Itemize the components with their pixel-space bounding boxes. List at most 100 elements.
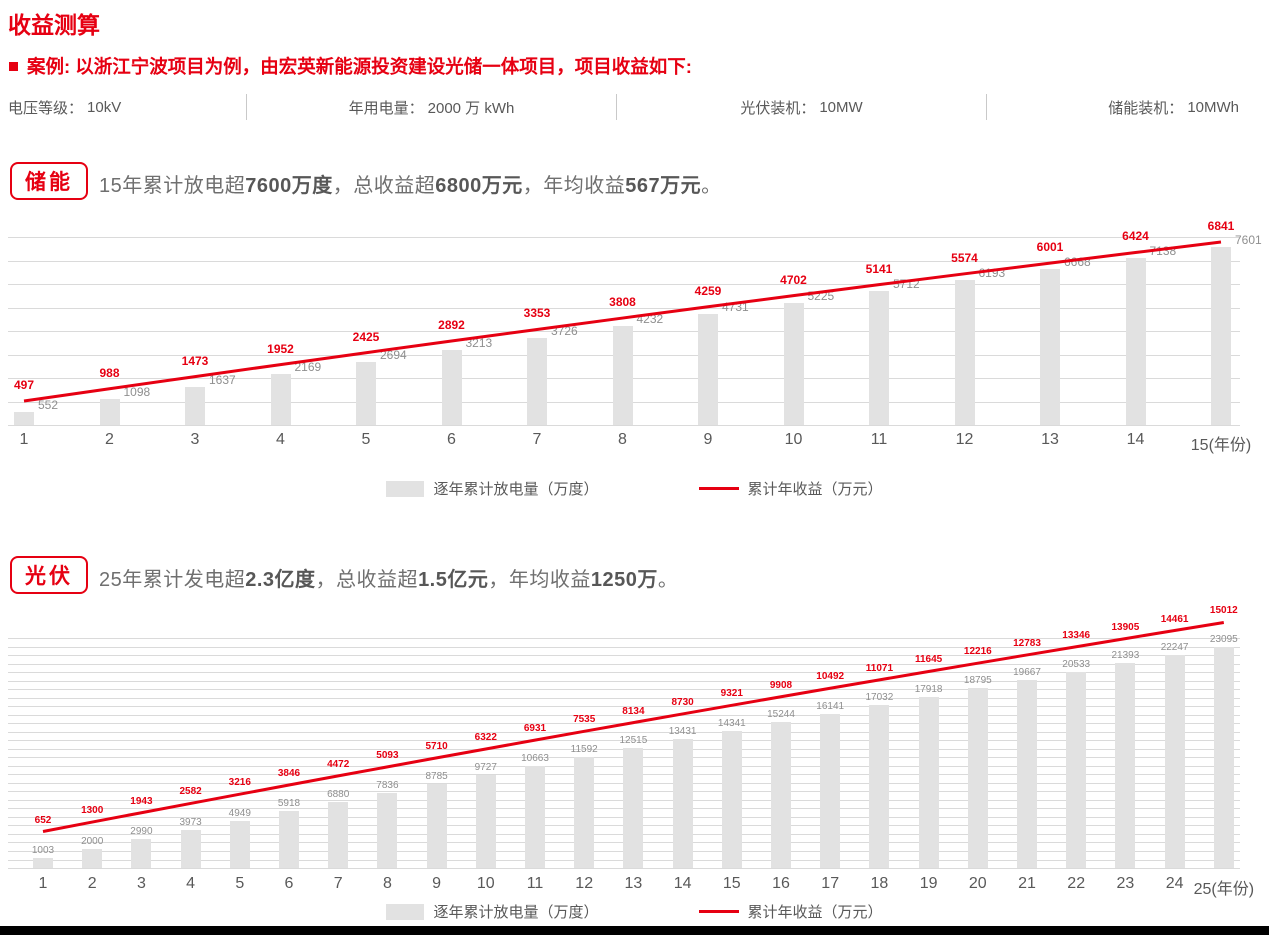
summary-text: ，总收益超 bbox=[332, 175, 436, 197]
line-value-label: 497 bbox=[13, 378, 35, 393]
summary-number: 2.3亿度 bbox=[245, 569, 316, 591]
bar bbox=[698, 314, 718, 425]
bar-value-label: 12515 bbox=[619, 735, 648, 747]
bar bbox=[1115, 663, 1136, 868]
summary-number: 1.5亿元 bbox=[418, 569, 489, 591]
line-legend-swatch bbox=[698, 910, 739, 913]
bar bbox=[1066, 671, 1087, 868]
bar-value-label: 18795 bbox=[963, 675, 992, 687]
line-value-label: 5141 bbox=[865, 261, 893, 276]
bar bbox=[279, 811, 299, 868]
bar-legend-swatch bbox=[386, 480, 425, 497]
line-value-label: 11645 bbox=[914, 654, 943, 666]
line-value-label: 11071 bbox=[865, 662, 894, 674]
bar bbox=[185, 386, 205, 425]
info-label: 年用电量： bbox=[348, 99, 424, 117]
grid-line bbox=[8, 646, 1240, 648]
bar-value-label: 8785 bbox=[425, 770, 448, 782]
x-axis-label: 10 bbox=[784, 431, 803, 448]
x-axis-label: 10 bbox=[476, 875, 495, 892]
x-axis-label: 11 bbox=[870, 431, 888, 448]
grid-line bbox=[8, 833, 1240, 835]
grid-line bbox=[8, 260, 1240, 262]
grid-line bbox=[8, 425, 1240, 426]
grid-line bbox=[8, 638, 1240, 639]
x-axis-label: 12 bbox=[575, 875, 594, 892]
bar bbox=[131, 839, 152, 868]
line-value-label: 15012 bbox=[1209, 605, 1238, 617]
bar bbox=[783, 302, 804, 425]
line-value-label: 13346 bbox=[1062, 629, 1091, 641]
bar-value-label: 1637 bbox=[209, 372, 236, 387]
bar bbox=[99, 399, 120, 425]
summary-text: 25年累计发电超 bbox=[99, 569, 246, 591]
bar-value-label: 23095 bbox=[1209, 633, 1238, 645]
x-axis-label: 1 bbox=[38, 875, 48, 892]
pv-chart-legend: 逐年累计放电量（万度） 累计年收益（万元） bbox=[0, 901, 1269, 922]
bar-legend-swatch bbox=[386, 903, 425, 920]
grid-line bbox=[8, 757, 1240, 759]
line-value-label: 2892 bbox=[438, 318, 465, 333]
line-value-label: 3216 bbox=[228, 777, 251, 789]
grid-line bbox=[8, 331, 1240, 332]
line-value-label: 9908 bbox=[769, 679, 793, 691]
x-axis-label: 19 bbox=[919, 875, 938, 892]
bullet-square-icon bbox=[9, 62, 18, 71]
x-axis-label: 3 bbox=[136, 875, 146, 892]
grid-line bbox=[8, 816, 1240, 818]
section-badge-storage: 储能 bbox=[10, 162, 88, 200]
x-axis-label: 6 bbox=[284, 875, 294, 892]
info-value: 10MW bbox=[819, 98, 863, 116]
bar bbox=[82, 848, 103, 868]
bar bbox=[672, 739, 693, 868]
grid-line bbox=[8, 714, 1240, 716]
info-label: 光伏装机： bbox=[740, 99, 816, 117]
bar bbox=[869, 291, 889, 425]
x-axis-label: 20 bbox=[968, 875, 987, 892]
bar-value-label: 16141 bbox=[816, 700, 845, 712]
x-axis-label: 14 bbox=[673, 875, 692, 892]
x-axis-label: 15(年份) bbox=[1190, 437, 1252, 454]
line-value-label: 4472 bbox=[327, 758, 350, 770]
bar bbox=[918, 696, 939, 868]
line-value-label: 988 bbox=[99, 365, 120, 380]
bar-value-label: 4731 bbox=[722, 300, 749, 315]
grid-line bbox=[8, 842, 1240, 844]
bar bbox=[33, 858, 53, 868]
bar-value-label: 5918 bbox=[277, 798, 301, 810]
bar-value-label: 4232 bbox=[636, 311, 664, 326]
bar bbox=[328, 802, 349, 868]
pv-summary: 25年累计发电超2.3亿度，总收益超1.5亿元，年均收益1250万。 bbox=[99, 563, 678, 592]
info-bar: 电压等级： 10kV 年用电量： 2000 万 kWh 光伏装机： 10MW 储… bbox=[0, 93, 1269, 121]
page-title: 收益测算 bbox=[8, 12, 100, 38]
bar-value-label: 6193 bbox=[978, 265, 1006, 280]
bar-value-label: 4949 bbox=[228, 807, 251, 819]
bar bbox=[1211, 246, 1231, 425]
line-value-label: 6841 bbox=[1207, 219, 1235, 234]
x-axis-label: 12 bbox=[955, 431, 974, 448]
x-axis-label: 17 bbox=[821, 875, 840, 892]
grid-line bbox=[8, 808, 1240, 810]
bar bbox=[1213, 646, 1234, 868]
summary-text: 。 bbox=[701, 175, 722, 197]
x-axis-label: 11 bbox=[526, 875, 544, 892]
line-value-label: 14461 bbox=[1160, 613, 1189, 625]
bar-value-label: 10663 bbox=[521, 752, 549, 764]
x-axis-label: 5 bbox=[361, 431, 371, 448]
bar-value-label: 2694 bbox=[380, 347, 407, 362]
grid-line bbox=[8, 237, 1240, 238]
x-axis-label: 14 bbox=[1126, 431, 1145, 448]
bar-value-label: 22247 bbox=[1160, 642, 1189, 654]
line-value-label: 2425 bbox=[352, 329, 380, 344]
x-axis-label: 2 bbox=[105, 431, 114, 448]
line-value-label: 5574 bbox=[951, 250, 978, 265]
x-axis-label: 16 bbox=[772, 875, 790, 892]
grid-line bbox=[8, 825, 1240, 827]
bar-value-label: 1003 bbox=[31, 845, 55, 857]
summary-text: ，年均收益 bbox=[522, 175, 626, 197]
grid-line bbox=[8, 868, 1240, 870]
bar-value-label: 7836 bbox=[376, 780, 399, 791]
